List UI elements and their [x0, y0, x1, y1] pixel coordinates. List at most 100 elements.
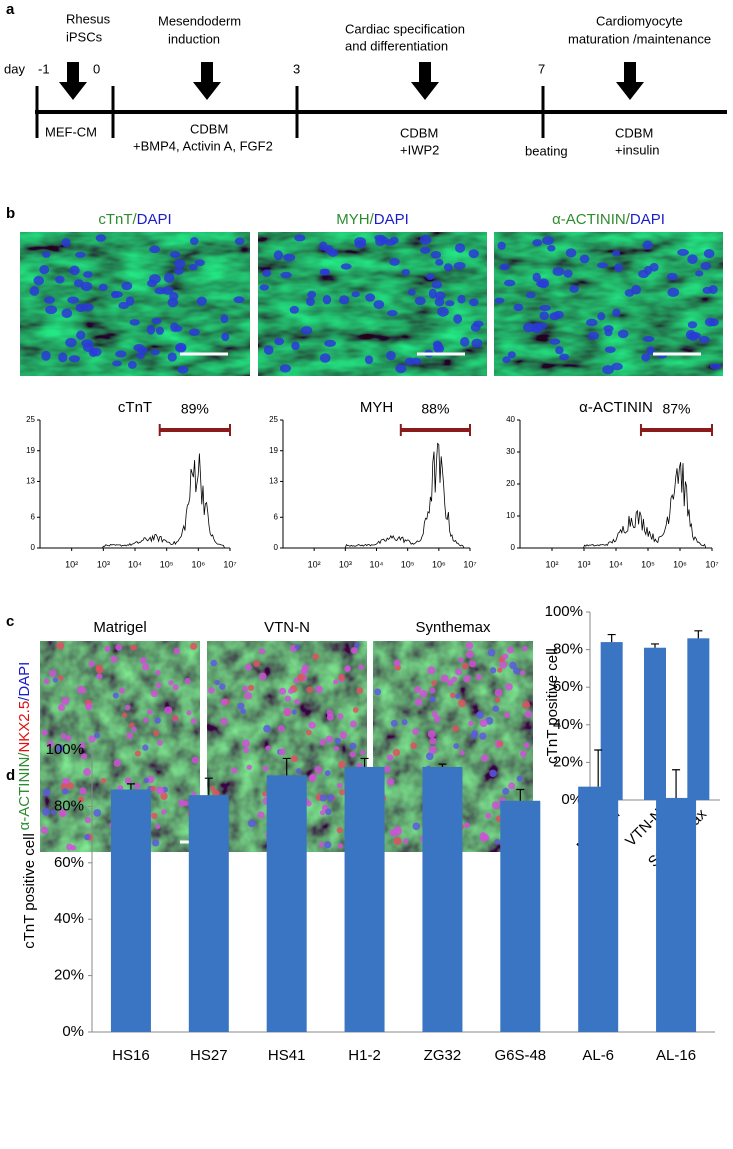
nucleus: [294, 234, 306, 242]
nucleus: [414, 686, 422, 694]
nucleus: [324, 770, 331, 776]
nucleus: [240, 708, 246, 715]
gate-label: 88%: [421, 401, 449, 417]
nucleus: [535, 322, 548, 330]
y-tick-label: 20%: [553, 753, 583, 770]
nucleus: [524, 710, 533, 719]
nucleus: [698, 335, 710, 344]
nucleus: [44, 296, 55, 304]
nucleus: [161, 809, 167, 815]
nucleus: [39, 264, 50, 275]
nucleus: [143, 717, 149, 723]
nucleus: [708, 318, 719, 327]
stain-part: cTnT/: [98, 211, 137, 228]
nucleus: [190, 237, 199, 246]
nucleus: [374, 688, 382, 696]
nucleus: [257, 811, 265, 819]
nucleus: [152, 839, 160, 847]
nucleus: [80, 753, 88, 760]
nucleus: [476, 711, 484, 719]
nucleus: [169, 251, 181, 258]
nucleus: [220, 717, 228, 726]
nucleus: [365, 293, 376, 302]
nucleus: [117, 785, 124, 791]
nucleus: [453, 261, 466, 270]
nucleus: [412, 822, 421, 831]
nucleus: [66, 843, 73, 851]
nucleus: [121, 281, 133, 291]
nucleus: [50, 809, 56, 815]
nucleus: [151, 812, 158, 819]
nucleus: [69, 265, 80, 276]
nucleus: [334, 737, 341, 745]
nucleus: [88, 660, 95, 667]
nucleus: [429, 687, 436, 694]
nucleus: [128, 722, 135, 728]
nucleus: [194, 259, 205, 267]
nucleus: [150, 349, 160, 356]
nucleus: [354, 642, 360, 649]
nucleus: [349, 742, 357, 750]
day-label: day: [4, 61, 25, 76]
nucleus: [67, 782, 74, 790]
nucleus: [453, 743, 459, 749]
bar: [500, 800, 541, 1032]
nucleus: [173, 325, 183, 332]
nucleus: [95, 234, 107, 242]
nucleus: [612, 308, 621, 317]
nucleus: [262, 791, 268, 797]
nucleus: [190, 642, 198, 650]
nucleus: [58, 675, 64, 681]
nucleus: [174, 267, 184, 275]
x-tick-label: H1-2: [348, 1047, 381, 1064]
nucleus: [451, 676, 458, 683]
error-bar: [126, 783, 135, 790]
nucleus: [708, 284, 718, 294]
x-tick-label: 10⁵: [641, 559, 655, 569]
nucleus: [237, 702, 245, 710]
nucleus: [164, 706, 173, 715]
nucleus: [42, 788, 51, 797]
nucleus: [494, 839, 501, 845]
nucleus: [472, 320, 484, 328]
nucleus: [700, 262, 712, 271]
nucleus: [100, 777, 107, 784]
x-tick-label: HS16: [112, 1047, 150, 1064]
x-tick-label: 10⁶: [673, 559, 687, 569]
error-bar: [594, 749, 603, 787]
y-tick-label: 0: [274, 543, 279, 552]
nucleus: [401, 269, 411, 276]
nucleus: [186, 710, 192, 716]
nucleus: [319, 794, 327, 802]
nucleus: [315, 685, 323, 694]
nucleus: [247, 819, 256, 828]
nucleus: [443, 263, 453, 272]
y-tick-label: 0%: [62, 1023, 84, 1040]
nucleus: [153, 729, 160, 737]
nucleus: [61, 308, 73, 318]
histogram-title: cTnT: [118, 399, 152, 416]
nucleus: [90, 347, 102, 357]
nucleus: [95, 664, 102, 671]
nucleus: [563, 269, 573, 278]
nucleus: [433, 715, 441, 723]
nucleus: [364, 355, 374, 365]
nucleus: [458, 657, 464, 663]
nucleus: [319, 353, 331, 363]
nucleus: [339, 789, 346, 796]
x-tick-label: 10³: [97, 559, 110, 569]
nucleus: [75, 251, 86, 258]
nucleus: [146, 324, 156, 335]
nucleus: [685, 329, 697, 340]
bar: [344, 766, 385, 1032]
stain-label: α-ACTININ/NKX2.5/DAPI: [16, 662, 33, 831]
nucleus: [113, 759, 122, 767]
nucleus: [457, 294, 466, 304]
nucleus: [617, 329, 629, 339]
nucleus: [294, 699, 300, 705]
nucleus: [173, 647, 180, 655]
x-tick-label: 10⁴: [128, 559, 142, 569]
error-bar: [672, 769, 681, 798]
medium-label: CDBM: [400, 125, 438, 140]
x-tick-label: AL-6: [582, 1047, 614, 1064]
